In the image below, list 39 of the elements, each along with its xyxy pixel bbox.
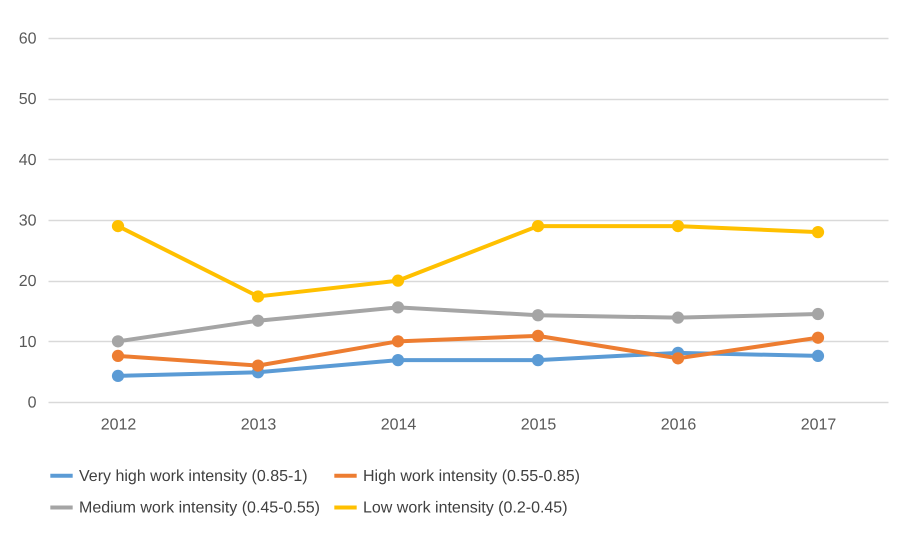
- y-tick-label: 50: [18, 91, 37, 108]
- point: [532, 330, 544, 342]
- point: [252, 314, 264, 327]
- x-tick-label: 2013: [240, 416, 276, 434]
- legend-label: Low work intensity (0.2-0.45): [363, 500, 568, 516]
- point: [252, 359, 264, 372]
- point: [392, 274, 404, 287]
- point: [812, 350, 824, 362]
- y-tick-label: 30: [18, 212, 37, 230]
- point: [112, 220, 124, 232]
- point: [672, 352, 684, 364]
- point: [112, 350, 124, 362]
- x-tick-label: 2015: [520, 416, 556, 434]
- point: [392, 335, 404, 348]
- point: [532, 309, 544, 322]
- point: [392, 354, 404, 366]
- y-tick-label: 40: [18, 152, 37, 169]
- point: [672, 312, 684, 324]
- x-tick-label: 2014: [380, 416, 416, 434]
- x-tick-label: 2012: [100, 416, 136, 434]
- point: [812, 332, 824, 344]
- point: [252, 290, 264, 303]
- y-tick-label: 0: [28, 394, 37, 412]
- point: [112, 370, 124, 382]
- point: [532, 220, 544, 232]
- legend-label: Medium work intensity (0.45-0.55): [79, 500, 320, 516]
- legend-label: High work intensity (0.55-0.85): [363, 468, 580, 485]
- x-tick-label: 2017: [800, 416, 836, 434]
- y-tick-label: 10: [18, 334, 37, 351]
- point: [812, 308, 824, 320]
- point: [812, 226, 824, 238]
- point: [112, 335, 124, 348]
- legend-label: Very high work intensity (0.85-1): [79, 468, 308, 485]
- point: [532, 354, 544, 366]
- y-tick-label: 20: [18, 273, 37, 290]
- y-tick-label: 60: [18, 30, 37, 48]
- point: [672, 220, 684, 232]
- point: [392, 301, 404, 314]
- x-tick-label: 2016: [660, 416, 696, 434]
